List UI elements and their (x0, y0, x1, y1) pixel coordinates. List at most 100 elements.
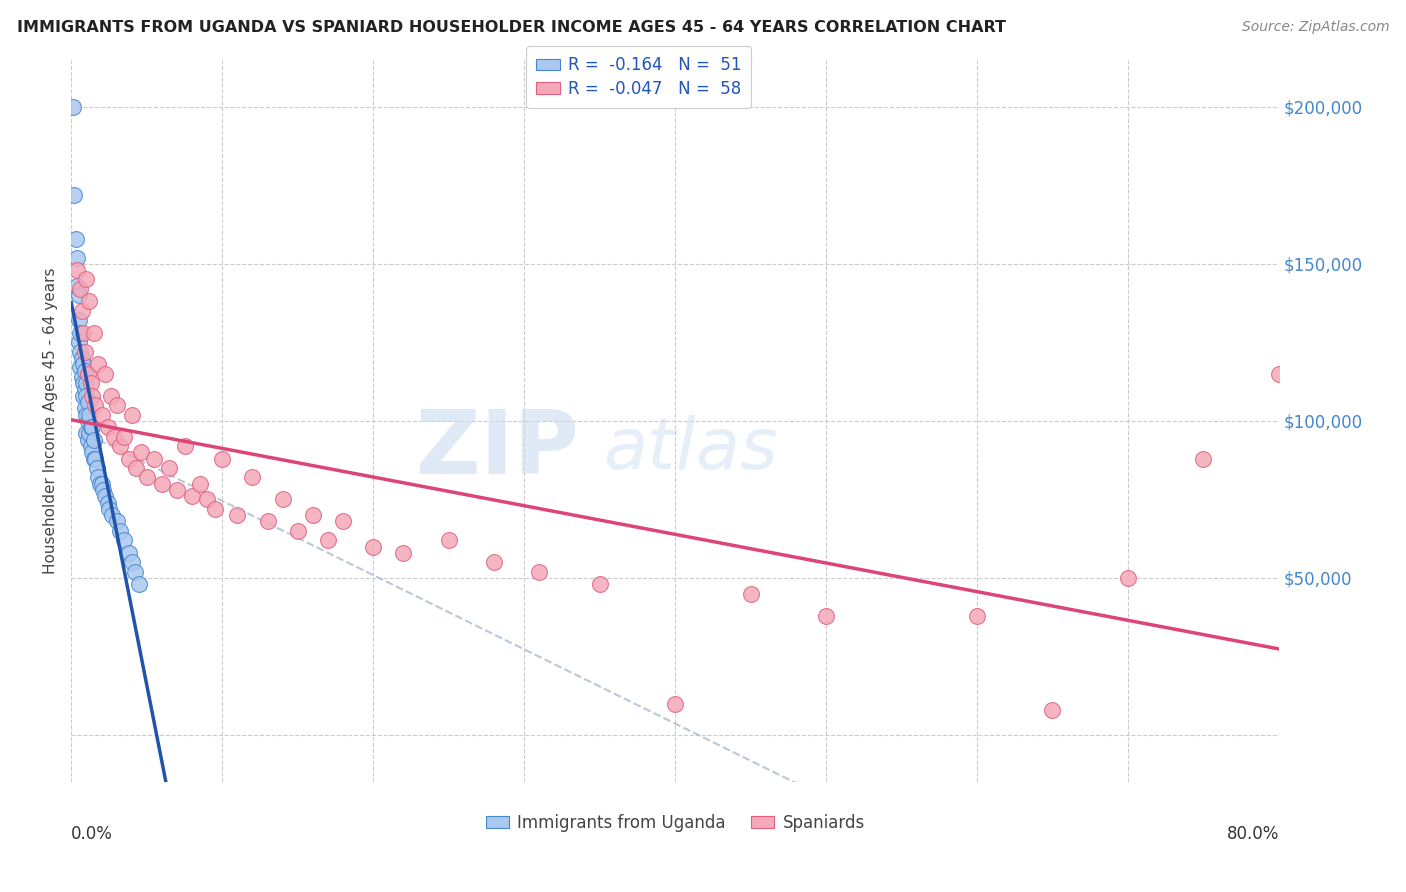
Point (72, 326, 94, 340)
Point (73, 344, 96, 359)
Point (361, 540, 384, 554)
Point (1042, 703, 1064, 717)
Point (195, 492, 218, 507)
Point (93, 489, 115, 503)
Point (966, 608, 988, 623)
Point (75, 272, 97, 286)
Text: Source: ZipAtlas.com: Source: ZipAtlas.com (1241, 20, 1389, 34)
Point (83, 433, 105, 447)
Point (82, 420, 104, 434)
Point (1192, 451, 1215, 466)
Point (79, 426, 101, 441)
Point (87, 470, 110, 484)
Point (1116, 571, 1139, 585)
Point (271, 492, 294, 507)
Point (75, 408, 97, 422)
Point (226, 508, 249, 522)
Point (588, 577, 610, 591)
Point (256, 515, 278, 529)
Point (69, 282, 91, 296)
Point (150, 476, 173, 491)
Point (316, 533, 339, 548)
Point (89, 476, 111, 491)
Point (82, 445, 104, 459)
Point (79, 294, 101, 309)
Point (159, 461, 181, 475)
Point (815, 608, 838, 623)
Point (83, 326, 105, 340)
Point (287, 524, 309, 538)
Point (67, 288, 90, 302)
Point (65, 232, 87, 246)
Point (90, 408, 112, 422)
Point (82, 389, 104, 403)
Point (77, 414, 100, 428)
Point (112, 429, 135, 443)
Point (66, 251, 89, 265)
Point (108, 524, 131, 538)
Point (211, 451, 233, 466)
Point (83, 451, 105, 466)
Point (67, 313, 90, 327)
Point (96, 495, 118, 509)
Point (66, 263, 89, 277)
Legend: Immigrants from Uganda, Spaniards: Immigrants from Uganda, Spaniards (479, 807, 872, 838)
Point (103, 429, 125, 443)
Point (69, 360, 91, 375)
Point (84, 398, 107, 412)
Point (125, 461, 148, 475)
Point (529, 565, 551, 579)
Point (67, 335, 90, 350)
Point (70, 351, 93, 365)
Point (332, 515, 354, 529)
Point (73, 401, 96, 416)
Point (91, 483, 114, 497)
Point (121, 408, 143, 422)
Point (72, 376, 94, 391)
Point (84, 451, 107, 466)
Point (112, 533, 135, 548)
Y-axis label: Householder Income Ages 45 - 64 years: Householder Income Ages 45 - 64 years (44, 268, 58, 574)
Point (93, 367, 115, 381)
Text: atlas: atlas (603, 416, 778, 484)
Point (105, 515, 128, 529)
Point (80, 420, 103, 434)
Point (72, 389, 94, 403)
Point (437, 533, 460, 548)
Point (392, 546, 415, 560)
Point (188, 476, 211, 491)
Point (80, 439, 103, 453)
Point (173, 439, 195, 453)
Point (87, 357, 110, 371)
Point (664, 697, 686, 711)
Point (108, 439, 131, 453)
Point (128, 577, 150, 591)
Point (75, 426, 97, 441)
Point (301, 508, 323, 522)
Point (740, 587, 762, 601)
Point (66, 278, 89, 293)
Point (143, 451, 166, 466)
Point (118, 451, 141, 466)
Point (105, 398, 128, 412)
Point (166, 483, 188, 497)
Point (482, 555, 505, 569)
Point (181, 489, 204, 503)
Point (124, 565, 146, 579)
Point (90, 476, 112, 491)
Point (129, 445, 152, 459)
Point (77, 367, 100, 381)
Point (121, 555, 143, 569)
Point (135, 470, 157, 484)
Text: 0.0%: 0.0% (72, 825, 114, 844)
Point (79, 408, 101, 422)
Point (100, 389, 122, 403)
Text: 80.0%: 80.0% (1226, 825, 1279, 844)
Point (73, 383, 96, 397)
Point (63, 187, 86, 202)
Text: ZIP: ZIP (416, 406, 578, 493)
Point (101, 508, 124, 522)
Point (77, 395, 100, 409)
Point (98, 501, 121, 516)
Point (80, 376, 103, 391)
